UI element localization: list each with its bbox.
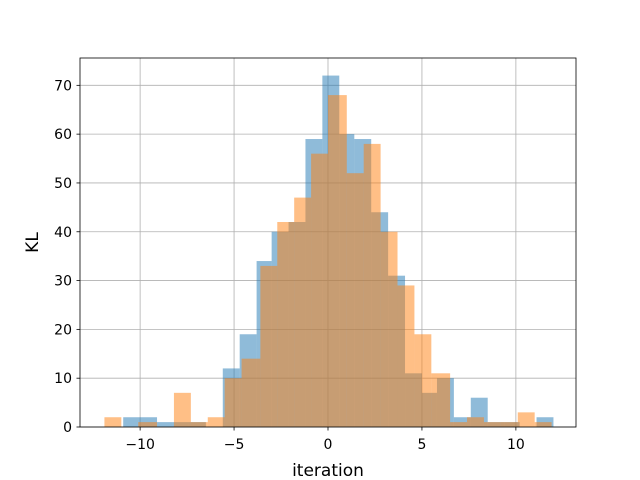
histogram-bar-series-2 [500,422,518,427]
histogram-bar-series-2 [483,422,501,427]
x-tick-label: 0 [324,437,333,453]
y-tick-label: 20 [54,322,72,338]
histogram-bar-series-2 [138,422,158,427]
histogram-bar-series-2 [190,422,208,427]
histogram-bar-series-2 [104,417,122,427]
histogram-bar-series-2 [224,378,242,427]
histogram-bar-series-2 [207,417,225,427]
y-axis-title: KL [23,232,43,253]
y-tick-label: 10 [54,371,72,387]
x-axis-title: iteration [292,461,364,480]
histogram-bar-series-2 [277,222,295,427]
y-tick-label: 30 [54,274,72,290]
histogram-bar-series-2 [346,173,364,427]
histogram-bar-series-2 [173,392,191,427]
x-tick-label: −5 [224,437,245,453]
y-tick-label: 60 [54,127,72,143]
histogram-bar-series-1 [157,422,173,427]
histogram-bar-series-2 [241,358,261,427]
y-tick-label: 50 [54,176,72,192]
x-tick-label: 10 [507,437,525,453]
histogram-bar-series-2 [294,197,312,427]
histogram-bar-series-2 [397,285,415,427]
y-tick-label: 70 [54,78,72,94]
histogram-bar-series-2 [328,95,347,427]
histogram-bar-series-2 [467,417,484,427]
histogram-bar-series-1 [123,417,141,427]
histogram-bar-series-2 [414,334,432,427]
histogram-bar-series-2 [517,412,535,427]
axis-ticks: −10 −5 0 5 10 0 10 20 30 40 50 60 70 [54,78,525,453]
y-tick-label: 0 [63,420,72,436]
histogram-bar-series-2 [450,422,468,427]
x-tick-label: −10 [125,437,155,453]
histogram-bar-series-2 [380,231,398,427]
histogram-bar-series-2 [260,265,278,427]
y-tick-label: 40 [54,225,72,241]
histogram-bar-series-2 [311,153,328,427]
histogram-bar-series-2 [363,143,381,427]
histogram-bar-series-2 [431,373,451,427]
histogram-bars [104,75,554,428]
histogram-bar-series-2 [534,422,552,427]
x-tick-label: 5 [417,437,426,453]
